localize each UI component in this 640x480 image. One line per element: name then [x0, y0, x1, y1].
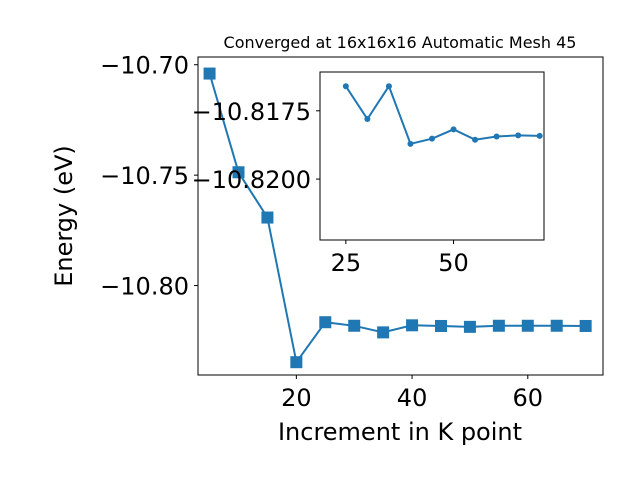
inset-data-point: [407, 140, 414, 147]
main-y-tick-label: −10.70: [100, 52, 189, 80]
inset-data-point: [364, 115, 371, 122]
inset-data-point: [450, 126, 457, 133]
inset-data-point: [472, 136, 479, 143]
inset-plot-background: [320, 72, 544, 240]
main-data-point: [232, 166, 245, 179]
inset-x-tick-label: 50: [438, 249, 469, 277]
main-y-tick-label: −10.80: [100, 273, 189, 301]
main-data-point: [521, 319, 534, 332]
main-data-point: [492, 319, 505, 332]
main-data-point: [550, 319, 563, 332]
main-plot-area: [197, 56, 604, 376]
inset-data-point: [493, 133, 500, 140]
inset-data-point: [342, 83, 349, 90]
main-data-point: [377, 326, 390, 339]
inset-data-point: [385, 83, 392, 90]
main-data-point: [579, 319, 592, 332]
inset-y-tick-label: −10.8200: [192, 166, 311, 194]
y-axis-label: Energy (eV): [50, 145, 78, 287]
main-data-point: [261, 211, 274, 224]
main-data-point: [203, 67, 216, 80]
inset-data-point: [515, 132, 522, 139]
main-data-point: [463, 320, 476, 333]
inset-y-tick-label: −10.8175: [192, 98, 311, 126]
inset-series-line: [344, 84, 540, 145]
main-data-point: [319, 316, 332, 329]
main-x-tick-label: 40: [397, 384, 428, 412]
inset-data-point: [536, 132, 543, 139]
main-data-point: [290, 356, 303, 369]
x-axis-label: Increment in K point: [278, 418, 522, 446]
main-data-point: [406, 319, 419, 332]
inset-x-tick-label: 25: [331, 249, 362, 277]
main-data-point: [435, 319, 447, 332]
main-y-tick-label: −10.75: [100, 162, 189, 190]
main-x-tick-label: 60: [513, 384, 544, 412]
chart-title: Converged at 16x16x16 Automatic Mesh 45: [224, 33, 577, 52]
main-x-tick-label: 20: [281, 384, 312, 412]
inset-plot-area: [319, 71, 545, 241]
inset-data-point: [429, 135, 435, 142]
main-data-point: [348, 319, 361, 332]
